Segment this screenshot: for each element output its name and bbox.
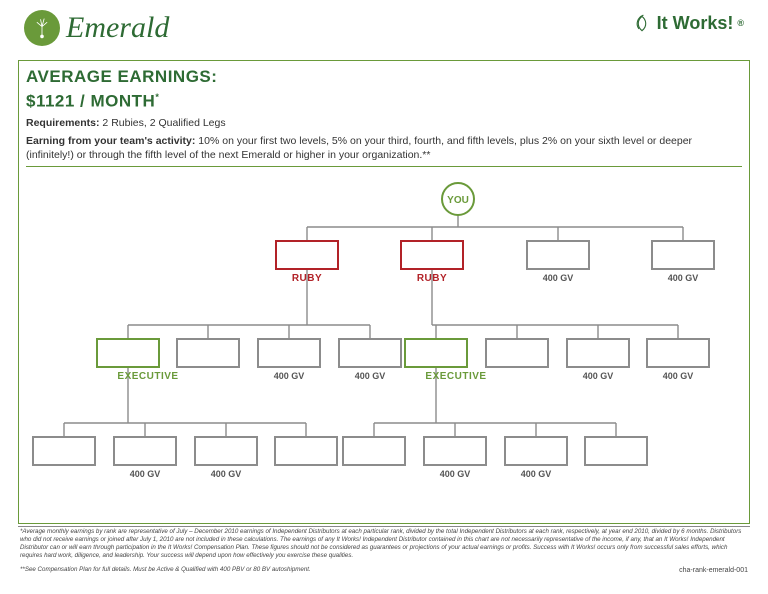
node-e2-b1 [343, 437, 405, 465]
node-r1-b3 [258, 339, 320, 367]
rank-icon [24, 10, 60, 46]
headline: AVERAGE EARNINGS: $1121 / MONTH* [26, 66, 217, 112]
headline-l2: $1121 / MONTH [26, 92, 155, 111]
rank-name: Emerald [66, 11, 169, 45]
req-text: 2 Rubies, 2 Qualified Legs [100, 117, 226, 129]
brand-swirl-icon [631, 12, 653, 34]
headline-star: * [155, 92, 159, 102]
earn-label: Earning from your team's activity: [26, 135, 195, 147]
node-e1-b1 [33, 437, 95, 465]
node-l1-gv-2 [652, 241, 714, 269]
label-e1-b3: 400 GV [211, 469, 242, 479]
node-e2-b2 [424, 437, 486, 465]
req-label: Requirements: [26, 117, 100, 129]
label-e2-b3: 400 GV [521, 469, 552, 479]
doc-code: cha-rank-emerald-001 [679, 567, 748, 574]
label-e2-b2: 400 GV [440, 469, 471, 479]
node-ruby-2 [401, 241, 463, 269]
footer-divider [18, 526, 750, 527]
brand-name: It Works! [657, 13, 734, 34]
label-r2-b4: 400 GV [663, 371, 694, 381]
body-copy: Requirements: 2 Rubies, 2 Qualified Legs… [26, 116, 742, 167]
node-e1-b4 [275, 437, 337, 465]
label-ruby-1: RUBY [292, 273, 322, 284]
label-ruby-2: RUBY [417, 273, 447, 284]
node-e2-b3 [505, 437, 567, 465]
node-e1-b3 [195, 437, 257, 465]
footnote-2: **See Compensation Plan for full details… [20, 566, 748, 574]
node-exec-1 [97, 339, 159, 367]
headline-l1: AVERAGE EARNINGS: [26, 66, 217, 87]
you-label: YOU [447, 195, 469, 206]
label-e1-b2: 400 GV [130, 469, 161, 479]
rank-badge: Emerald [24, 10, 169, 46]
node-e2-b4 [585, 437, 647, 465]
copy-divider [26, 166, 742, 167]
brand-reg: ® [737, 18, 744, 28]
brand-logo: It Works!® [631, 12, 744, 34]
label-l1-gv-1: 400 GV [543, 273, 574, 283]
node-r1-b4 [339, 339, 401, 367]
label-r2-b3: 400 GV [583, 371, 614, 381]
node-exec-2 [405, 339, 467, 367]
footnote-1: *Average monthly earnings by rank are re… [20, 528, 748, 560]
label-exec-2: EXECUTIVE [425, 371, 486, 382]
label-r1-b3: 400 GV [274, 371, 305, 381]
label-exec-1: EXECUTIVE [117, 371, 178, 382]
label-l1-gv-2: 400 GV [668, 273, 699, 283]
node-r2-b4 [647, 339, 709, 367]
node-r2-b2 [486, 339, 548, 367]
node-ruby-1 [276, 241, 338, 269]
org-chart: YOU RUBY RUBY 400 GV 400 GV EXECUTIVE 40… [18, 178, 750, 520]
label-r1-b4: 400 GV [355, 371, 386, 381]
node-r2-b3 [567, 339, 629, 367]
node-e1-b2 [114, 437, 176, 465]
node-r1-b2 [177, 339, 239, 367]
node-l1-gv-1 [527, 241, 589, 269]
footer: *Average monthly earnings by rank are re… [20, 528, 748, 574]
